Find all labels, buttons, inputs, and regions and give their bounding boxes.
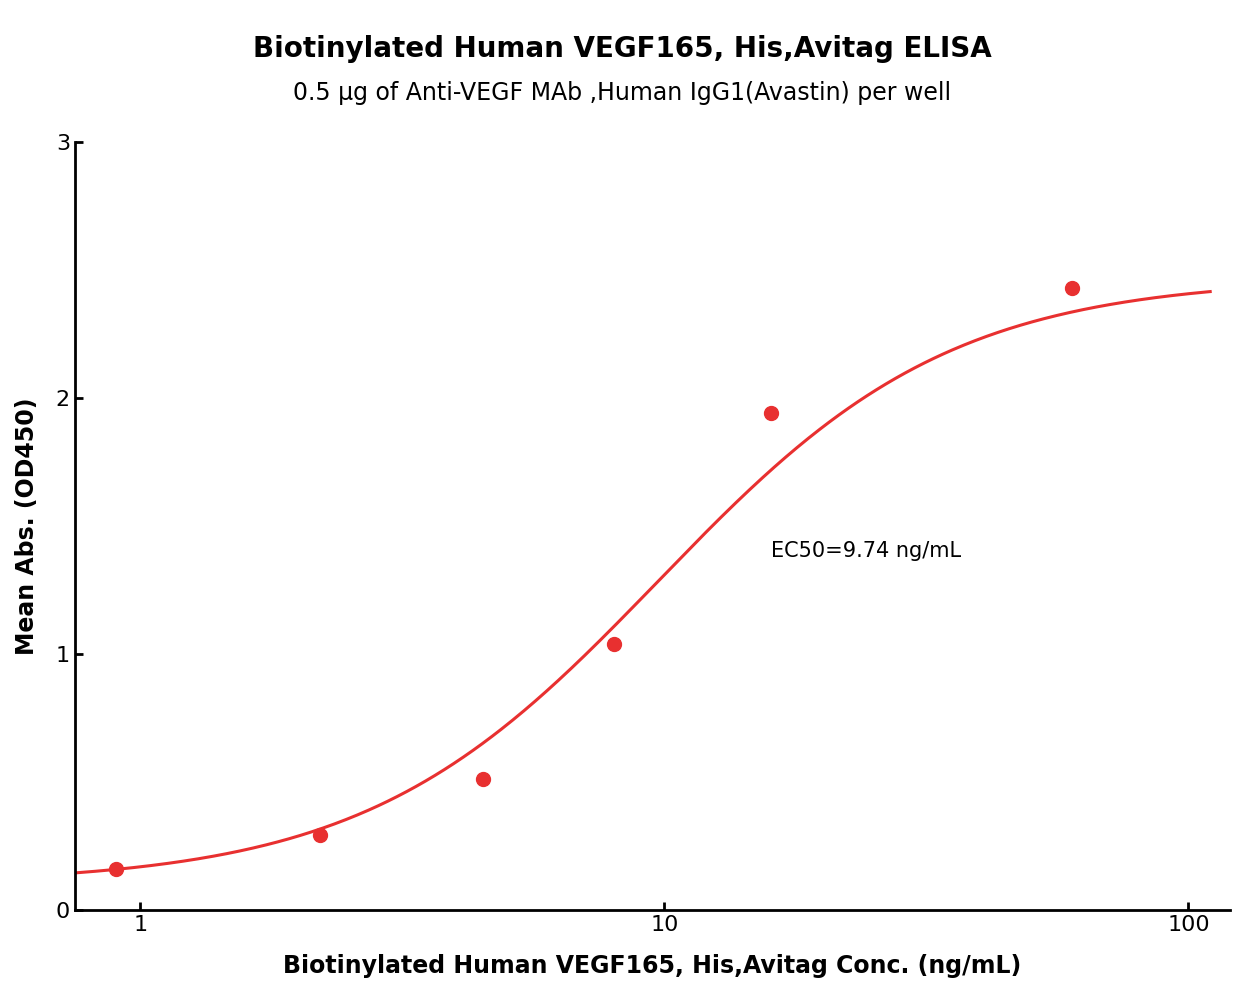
Text: Biotinylated Human VEGF165, His,Avitag ELISA: Biotinylated Human VEGF165, His,Avitag E… (253, 35, 992, 63)
Y-axis label: Mean Abs. (OD450): Mean Abs. (OD450) (15, 397, 39, 654)
Point (762, 405, 782, 421)
X-axis label: Biotinylated Human VEGF165, His,Avitag Conc. (ng/mL): Biotinylated Human VEGF165, His,Avitag C… (284, 954, 1021, 978)
Point (106, 861, 126, 877)
Point (604, 636, 624, 651)
Point (473, 772, 493, 787)
Point (310, 827, 330, 843)
Text: 0.5 μg of Anti-VEGF MAb ,Human IgG1(Avastin) per well: 0.5 μg of Anti-VEGF MAb ,Human IgG1(Avas… (294, 81, 951, 105)
Text: EC50=9.74 ng/mL: EC50=9.74 ng/mL (772, 540, 961, 561)
Point (1062, 280, 1082, 296)
